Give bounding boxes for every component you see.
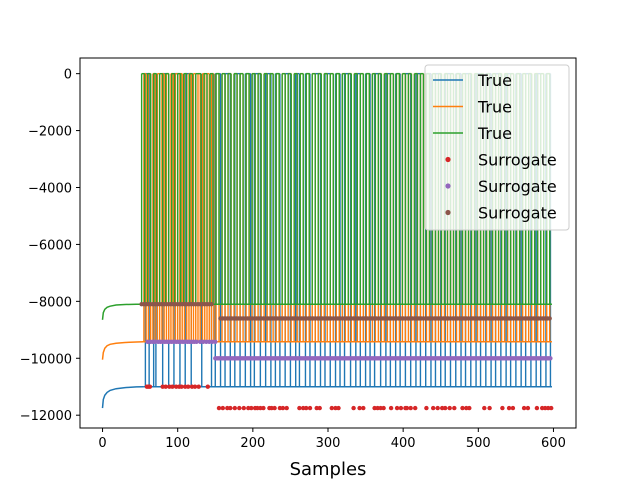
surrogate-point (547, 316, 552, 321)
surrogate-point (280, 405, 286, 411)
y-tick-label: 0 (64, 68, 72, 83)
surrogate-point (460, 405, 465, 411)
surrogate-point (549, 405, 554, 411)
surrogate-point (209, 302, 214, 307)
surrogate-point (329, 405, 334, 411)
x-tick-label: 200 (240, 436, 265, 451)
series-surrogate-6 (145, 339, 218, 344)
surrogate-point (249, 405, 254, 411)
surrogate-point (443, 405, 448, 411)
surrogate-point (192, 384, 198, 389)
surrogate-point (228, 405, 233, 411)
series-true-3 (101, 72, 552, 320)
surrogate-point (220, 405, 225, 411)
surrogate-point (381, 405, 386, 411)
surrogate-point (186, 384, 191, 389)
surrogate-point (284, 405, 289, 411)
surrogate-point (398, 405, 404, 411)
legend-label: Surrogate (478, 151, 557, 170)
y-tick-label: −10000 (20, 352, 72, 367)
series-surrogate-4 (144, 384, 210, 389)
surrogate-point (179, 384, 184, 389)
surrogate-point (388, 405, 394, 411)
x-tick-label: 600 (541, 436, 566, 451)
surrogate-point (213, 339, 218, 344)
y-tick-label: −6000 (28, 238, 72, 253)
plot-area (101, 72, 554, 411)
surrogate-point (482, 405, 487, 411)
legend-label: Surrogate (478, 204, 557, 223)
surrogate-point (394, 405, 400, 411)
legend-label: True (477, 98, 512, 117)
series-start-curve (101, 303, 142, 320)
surrogate-point (272, 405, 277, 411)
x-axis-label: Samples (290, 459, 367, 480)
plot-content (101, 72, 554, 411)
legend-marker-swatch (445, 209, 451, 216)
surrogate-point (201, 339, 206, 344)
surrogate-point (500, 405, 505, 411)
surrogate-point (506, 405, 512, 411)
series-surrogate-8 (139, 302, 214, 307)
surrogate-point (241, 405, 246, 411)
y-axis: 0 −2000 −4000 −6000 −8000 −10000 −12000 (20, 68, 80, 424)
series-surrogate-5 (216, 405, 554, 411)
surrogate-point (205, 384, 210, 389)
surrogate-point (487, 405, 492, 411)
surrogate-point (357, 405, 362, 411)
surrogate-point (351, 405, 356, 411)
surrogate-point (424, 405, 429, 411)
surrogate-point (232, 405, 237, 411)
surrogate-point (431, 405, 436, 411)
legend-marker-swatch (445, 183, 451, 189)
surrogate-point (452, 405, 457, 411)
surrogate-point (196, 384, 201, 389)
series-start-curve (101, 385, 144, 409)
surrogate-point (307, 405, 313, 411)
surrogate-point (297, 405, 302, 411)
surrogate-point (548, 356, 553, 361)
y-tick-label: −8000 (28, 295, 72, 310)
x-tick-label: 500 (466, 436, 491, 451)
surrogate-point (304, 405, 309, 411)
surrogate-point (216, 405, 222, 411)
series-start-curve (101, 341, 144, 360)
surrogate-point (510, 405, 516, 411)
x-tick-label: 400 (391, 436, 416, 451)
surrogate-point (194, 339, 199, 344)
legend-label: Surrogate (478, 177, 557, 196)
surrogate-point (237, 405, 242, 411)
series-surrogate-9 (218, 316, 552, 321)
y-tick-label: −12000 (20, 409, 72, 424)
x-tick-label: 100 (165, 436, 190, 451)
surrogate-point (361, 405, 366, 411)
legend-label: True (477, 124, 512, 143)
surrogate-point (336, 405, 341, 411)
surrogate-point (147, 384, 153, 389)
x-axis: 0 100 200 300 400 500 600 (98, 428, 566, 451)
surrogate-point (534, 405, 540, 411)
y-tick-label: −4000 (28, 182, 72, 197)
surrogate-point (447, 405, 452, 411)
legend-label: True (477, 71, 512, 90)
surrogate-point (317, 405, 322, 411)
legend-marker-swatch (445, 156, 451, 163)
x-tick-label: 300 (316, 436, 341, 451)
surrogate-point (170, 384, 175, 389)
y-tick-label: −2000 (28, 125, 72, 140)
legend: True True True Surrogate Surrogate Surrogate (424, 64, 570, 231)
surrogate-point (525, 405, 531, 411)
surrogate-point (413, 405, 418, 411)
surrogate-point (404, 405, 410, 411)
surrogate-point (467, 405, 472, 411)
surrogate-point (163, 384, 168, 389)
x-tick-label: 0 (98, 436, 106, 451)
surrogate-point (435, 405, 440, 411)
surrogate-point (408, 405, 413, 411)
surrogate-point (521, 405, 527, 411)
series-surrogate-7 (213, 356, 553, 361)
surrogate-point (261, 405, 266, 411)
